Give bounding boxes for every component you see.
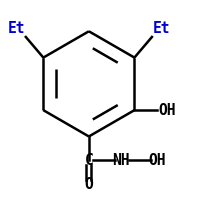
Text: Et: Et bbox=[153, 21, 170, 36]
Text: OH: OH bbox=[158, 103, 176, 118]
Text: O: O bbox=[85, 177, 93, 192]
Text: OH: OH bbox=[148, 153, 166, 168]
Text: NH: NH bbox=[112, 153, 130, 168]
Text: C: C bbox=[85, 153, 93, 168]
Text: Et: Et bbox=[7, 21, 25, 36]
